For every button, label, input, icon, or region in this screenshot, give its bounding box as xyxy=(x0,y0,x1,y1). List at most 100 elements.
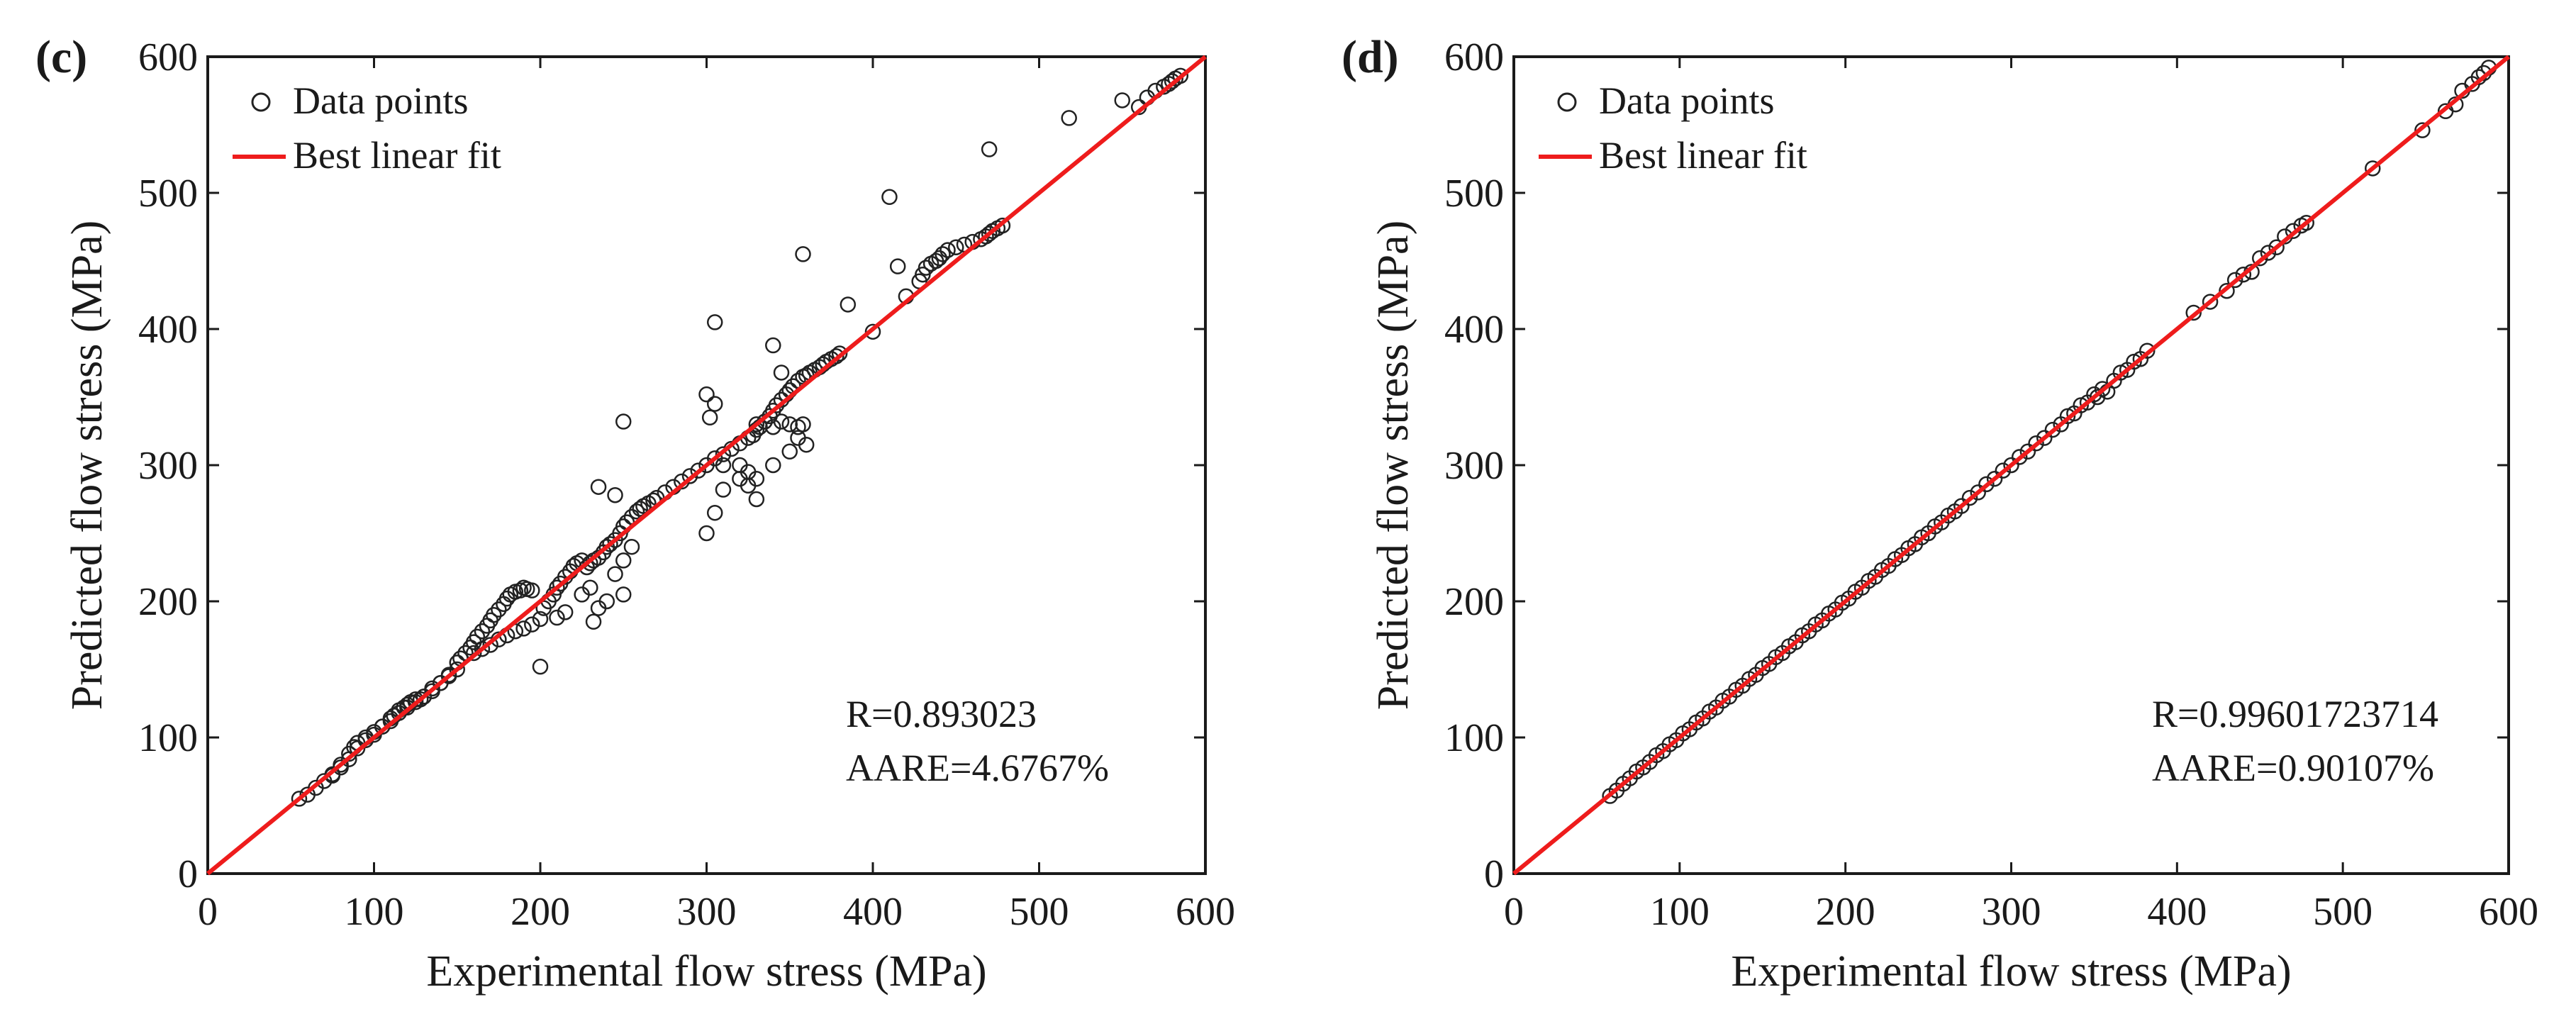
data-point xyxy=(2011,449,2028,465)
data-point xyxy=(474,640,491,657)
data-point xyxy=(1172,67,1189,84)
data-point xyxy=(2202,294,2219,310)
data-point xyxy=(781,416,798,433)
data-point xyxy=(931,250,948,267)
data-point xyxy=(623,538,640,555)
data-point xyxy=(2028,435,2044,452)
y-tick-label: 200 xyxy=(138,580,198,624)
data-point xyxy=(2226,272,2243,289)
data-point xyxy=(2414,122,2431,138)
x-tick-label: 300 xyxy=(1982,890,2041,934)
data-point xyxy=(524,582,540,598)
data-point xyxy=(407,693,424,711)
data-point xyxy=(2044,421,2061,438)
data-point xyxy=(1061,110,1077,126)
data-point xyxy=(424,680,440,697)
panel-label: (c) xyxy=(35,31,87,83)
data-point xyxy=(449,661,465,678)
data-point xyxy=(341,751,357,767)
legend-marker-circle xyxy=(1557,92,1577,112)
legend-label-best-fit: Best linear fit xyxy=(293,134,501,177)
data-point xyxy=(532,658,549,675)
data-point xyxy=(2139,342,2156,359)
data-point xyxy=(889,258,906,274)
data-point xyxy=(1986,470,2003,487)
y-tick-label: 0 xyxy=(1484,852,1504,896)
data-point xyxy=(349,740,366,757)
data-point xyxy=(524,616,540,633)
y-tick-label: 500 xyxy=(138,172,198,216)
data-point xyxy=(491,601,507,618)
x-tick-label: 0 xyxy=(1504,890,1524,934)
data-point xyxy=(765,457,781,474)
stat-aare-value: AARE=0.90107% xyxy=(2152,747,2434,789)
x-axis-title: Experimental flow stress (MPa) xyxy=(1731,947,2291,996)
data-point xyxy=(399,699,416,716)
x-tick-label: 0 xyxy=(198,890,218,934)
data-point xyxy=(512,582,529,598)
data-point xyxy=(2285,223,2302,240)
x-tick-label: 600 xyxy=(2479,890,2538,934)
data-point xyxy=(486,606,502,623)
data-point xyxy=(2036,430,2053,446)
legend-label-data-points: Data points xyxy=(293,79,468,122)
data-point xyxy=(1995,462,2012,479)
data-point xyxy=(590,479,607,495)
y-tick-label: 400 xyxy=(1444,308,1504,352)
stat-r-value: R=0.99601723714 xyxy=(2152,693,2438,735)
data-point xyxy=(2003,457,2019,474)
y-axis-title: Predicted flow stress (MPa) xyxy=(63,221,111,710)
y-tick-label: 100 xyxy=(138,716,198,760)
data-point xyxy=(831,345,848,362)
data-point xyxy=(2252,250,2268,267)
data-point xyxy=(1953,498,1970,514)
x-tick-label: 100 xyxy=(345,890,404,934)
x-tick-label: 300 xyxy=(677,890,737,934)
y-tick-label: 600 xyxy=(1444,35,1504,79)
data-point xyxy=(706,314,723,330)
data-point xyxy=(690,462,707,479)
data-point xyxy=(366,726,382,743)
y-axis-title: Predicted flow stress (MPa) xyxy=(1369,221,1417,710)
data-point xyxy=(615,586,632,603)
data-point xyxy=(715,446,732,462)
y-tick-label: 500 xyxy=(1444,172,1504,216)
data-point xyxy=(715,457,732,474)
data-point xyxy=(598,593,615,610)
data-point xyxy=(2298,214,2314,231)
data-point xyxy=(828,348,844,364)
y-tick-label: 600 xyxy=(138,35,198,79)
data-point xyxy=(433,674,449,691)
data-point xyxy=(795,416,811,433)
data-point xyxy=(585,613,602,630)
data-point xyxy=(632,501,648,517)
data-point xyxy=(2365,160,2381,177)
data-point xyxy=(773,413,790,430)
data-point xyxy=(795,246,811,262)
data-point xyxy=(781,443,798,460)
data-point xyxy=(798,436,815,453)
x-tick-label: 400 xyxy=(843,890,903,934)
x-tick-label: 200 xyxy=(1816,890,1875,934)
data-point xyxy=(582,555,598,572)
data-point xyxy=(939,242,956,258)
legend: Data points Best linear fit xyxy=(233,79,501,177)
legend-label-data-points: Data points xyxy=(1599,79,1774,122)
data-point xyxy=(864,323,881,340)
data-point xyxy=(557,604,574,620)
y-tick-label: 200 xyxy=(1444,580,1504,624)
data-point xyxy=(465,645,482,662)
data-point xyxy=(602,536,618,552)
data-point xyxy=(981,141,998,157)
data-point xyxy=(333,759,349,776)
data-point xyxy=(1164,73,1181,89)
data-point xyxy=(474,623,491,640)
data-point xyxy=(840,296,857,313)
x-tick-label: 400 xyxy=(2147,890,2207,934)
stat-aare-value: AARE=4.6767% xyxy=(846,747,1109,789)
data-point xyxy=(2089,389,2106,406)
x-axis-title: Experimental flow stress (MPa) xyxy=(426,947,986,996)
legend: Data points Best linear fit xyxy=(1539,79,1807,177)
y-tick-label: 400 xyxy=(138,308,198,352)
